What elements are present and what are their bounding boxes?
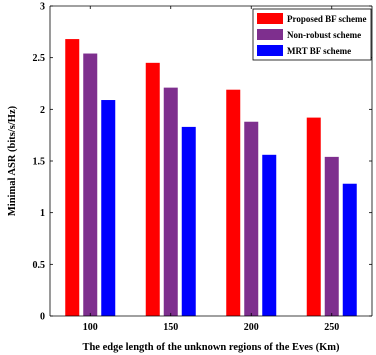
legend: Proposed BF scheme Non-robust scheme MRT B… xyxy=(252,8,372,61)
x-tick-label: 150 xyxy=(163,322,178,333)
x-tick-label: 250 xyxy=(324,322,339,333)
bar-mrt-bf-scheme-100 xyxy=(101,100,116,316)
x-ticks-group: 100 150 200 250 xyxy=(83,6,339,333)
bar-non-robust-scheme-250 xyxy=(324,156,339,316)
legend-swatch xyxy=(257,29,283,40)
bars-group xyxy=(65,39,357,317)
legend-swatch xyxy=(257,13,283,24)
x-tick-label: 100 xyxy=(83,322,98,333)
bar-non-robust-scheme-200 xyxy=(244,121,259,316)
y-axis-title: Minimal ASR (bits/s/Hz) xyxy=(7,105,18,216)
bar-proposed-bf-scheme-100 xyxy=(65,39,80,316)
legend-swatch xyxy=(257,45,283,56)
y-tick-label: 2 xyxy=(40,105,45,116)
bar-mrt-bf-scheme-150 xyxy=(181,126,196,317)
bar-mrt-bf-scheme-200 xyxy=(262,154,277,316)
bar-proposed-bf-scheme-200 xyxy=(226,89,241,316)
y-tick-label: 2.5 xyxy=(33,53,46,64)
x-axis-title: The edge length of the unknown regions o… xyxy=(82,342,340,353)
bar-non-robust-scheme-100 xyxy=(83,53,98,316)
legend-label: MRT BF scheme xyxy=(287,46,351,56)
legend-label: Non-robust scheme xyxy=(287,30,361,40)
bar-mrt-bf-scheme-250 xyxy=(342,183,357,316)
y-tick-label: 0.5 xyxy=(33,260,46,271)
y-tick-label: 3 xyxy=(40,2,45,13)
y-tick-label: 1 xyxy=(40,208,45,219)
bar-non-robust-scheme-150 xyxy=(163,87,178,316)
legend-label: Proposed BF scheme xyxy=(287,14,367,24)
y-ticks-group: 0 0.5 1 1.5 2 2.5 3 xyxy=(33,2,372,323)
x-tick-label: 200 xyxy=(244,322,259,333)
y-tick-label: 0 xyxy=(40,312,45,323)
bar-proposed-bf-scheme-150 xyxy=(145,62,160,316)
bar-proposed-bf-scheme-250 xyxy=(306,117,321,316)
y-tick-label: 1.5 xyxy=(33,157,46,168)
